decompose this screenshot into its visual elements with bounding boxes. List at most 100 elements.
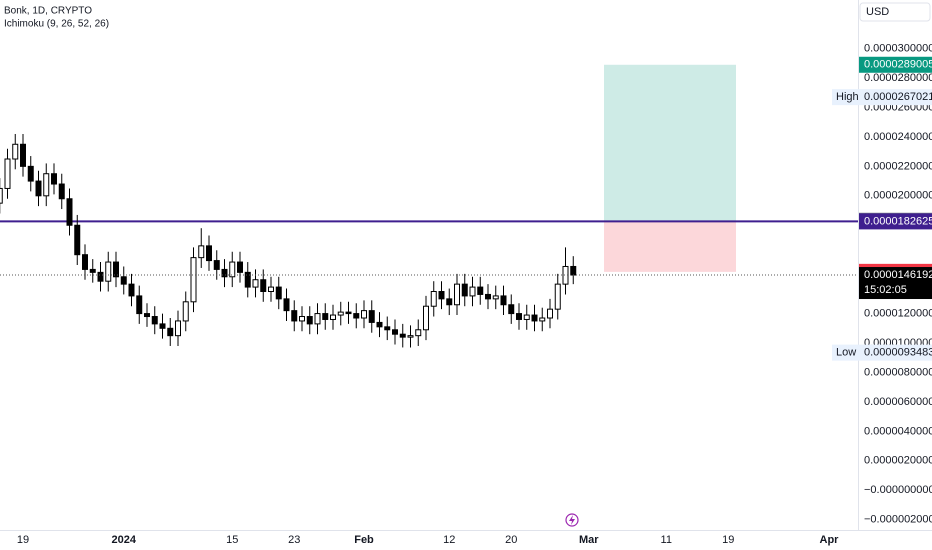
candle-body	[229, 261, 236, 278]
x-tick-label: Mar	[579, 534, 599, 546]
candle-body	[508, 304, 515, 315]
candle-body	[322, 313, 329, 320]
y-tick-label: 0.0000020000	[864, 455, 932, 467]
position-target-zone	[604, 64, 736, 221]
y-tick-label: −0.0000000000	[864, 484, 932, 496]
candle-body	[182, 301, 189, 322]
candle	[237, 251, 243, 283]
candle-body	[252, 279, 259, 288]
candle	[384, 316, 391, 341]
event-icon[interactable]	[565, 513, 579, 527]
candle-body	[299, 316, 305, 322]
y-tick-label: 0.0000220000	[864, 160, 932, 172]
candle-body	[477, 286, 484, 295]
candle-body	[221, 268, 228, 278]
candle-body	[539, 317, 546, 322]
candle	[252, 269, 259, 298]
candle	[492, 285, 499, 310]
candle-body	[97, 271, 104, 282]
y-tick-label: 0.0000280000	[864, 72, 932, 84]
candle	[144, 303, 150, 327]
candle	[260, 269, 267, 302]
candle	[97, 262, 104, 292]
candle	[167, 318, 174, 346]
candle-body	[469, 286, 476, 297]
low-marker-value: 0.0000093483	[864, 347, 932, 359]
candle-body	[12, 143, 19, 160]
candle	[190, 247, 197, 313]
candle	[51, 163, 57, 195]
candle	[554, 273, 561, 320]
candle	[477, 276, 484, 305]
candle	[283, 288, 290, 321]
hline-price-label: 0.0000182625	[859, 213, 932, 230]
candle-body	[306, 316, 313, 325]
candle-body	[384, 326, 391, 331]
candle	[229, 251, 236, 288]
candle-body	[89, 268, 96, 273]
candle	[66, 188, 73, 236]
candle	[159, 313, 166, 339]
candle-body	[190, 257, 197, 303]
x-tick-label: Apr	[820, 534, 840, 546]
candle-body	[516, 313, 522, 320]
candle	[182, 291, 189, 332]
currency-button[interactable]	[859, 2, 931, 22]
candle-body	[500, 295, 507, 306]
candle-body	[283, 298, 290, 312]
candle-body	[454, 283, 460, 306]
y-tick-label: 0.0000040000	[864, 425, 932, 437]
candle-body	[43, 173, 50, 197]
candle-body	[128, 283, 135, 297]
y-tick-label: 0.0000080000	[864, 366, 932, 378]
candle	[430, 281, 437, 317]
candle	[128, 273, 135, 307]
candle	[27, 156, 34, 192]
candle	[461, 273, 468, 307]
position-stop-zone	[604, 220, 736, 272]
candle	[485, 284, 491, 310]
x-tick-label: Feb	[354, 534, 374, 546]
x-tick-label: 12	[443, 534, 455, 546]
candle-body	[423, 305, 429, 331]
current-price-text: 0.0000146192	[864, 269, 932, 281]
candle	[500, 285, 507, 316]
candle-body	[523, 314, 530, 320]
x-tick-label: 23	[288, 534, 300, 546]
candle	[4, 148, 11, 199]
candle	[175, 310, 181, 346]
candle-body	[275, 286, 282, 300]
currency-label[interactable]: USD	[866, 6, 889, 18]
x-tick-label: 15	[226, 534, 238, 546]
candle	[136, 285, 143, 324]
candle-body	[167, 327, 174, 337]
candle	[120, 266, 127, 295]
candle	[58, 173, 65, 210]
candle	[322, 303, 329, 330]
candle	[438, 281, 445, 310]
candle-body	[198, 245, 205, 259]
candle-body	[376, 321, 383, 328]
candle-body	[159, 323, 166, 329]
candle-body	[407, 335, 414, 338]
candle	[516, 303, 522, 330]
candle-body	[120, 276, 127, 285]
candle	[306, 306, 313, 335]
high-marker: High 0.0000267021	[832, 89, 932, 106]
candle	[151, 306, 158, 335]
y-tick-label: 0.0000120000	[864, 307, 932, 319]
candle	[376, 312, 383, 338]
candle-body	[66, 198, 73, 226]
event-bolt[interactable]	[569, 515, 575, 525]
candle	[368, 300, 375, 333]
candle	[539, 307, 546, 332]
candle-body	[291, 310, 298, 322]
candle	[206, 235, 212, 271]
current-price-label: 0.0000146192 15:02:05	[859, 267, 932, 300]
candle	[198, 228, 205, 268]
candle-body	[237, 261, 243, 273]
event-circle[interactable]	[565, 513, 579, 527]
y-tick-label: 0.0000240000	[864, 131, 932, 143]
indicator-label: Ichimoku (9, 26, 52, 26)	[4, 19, 109, 30]
